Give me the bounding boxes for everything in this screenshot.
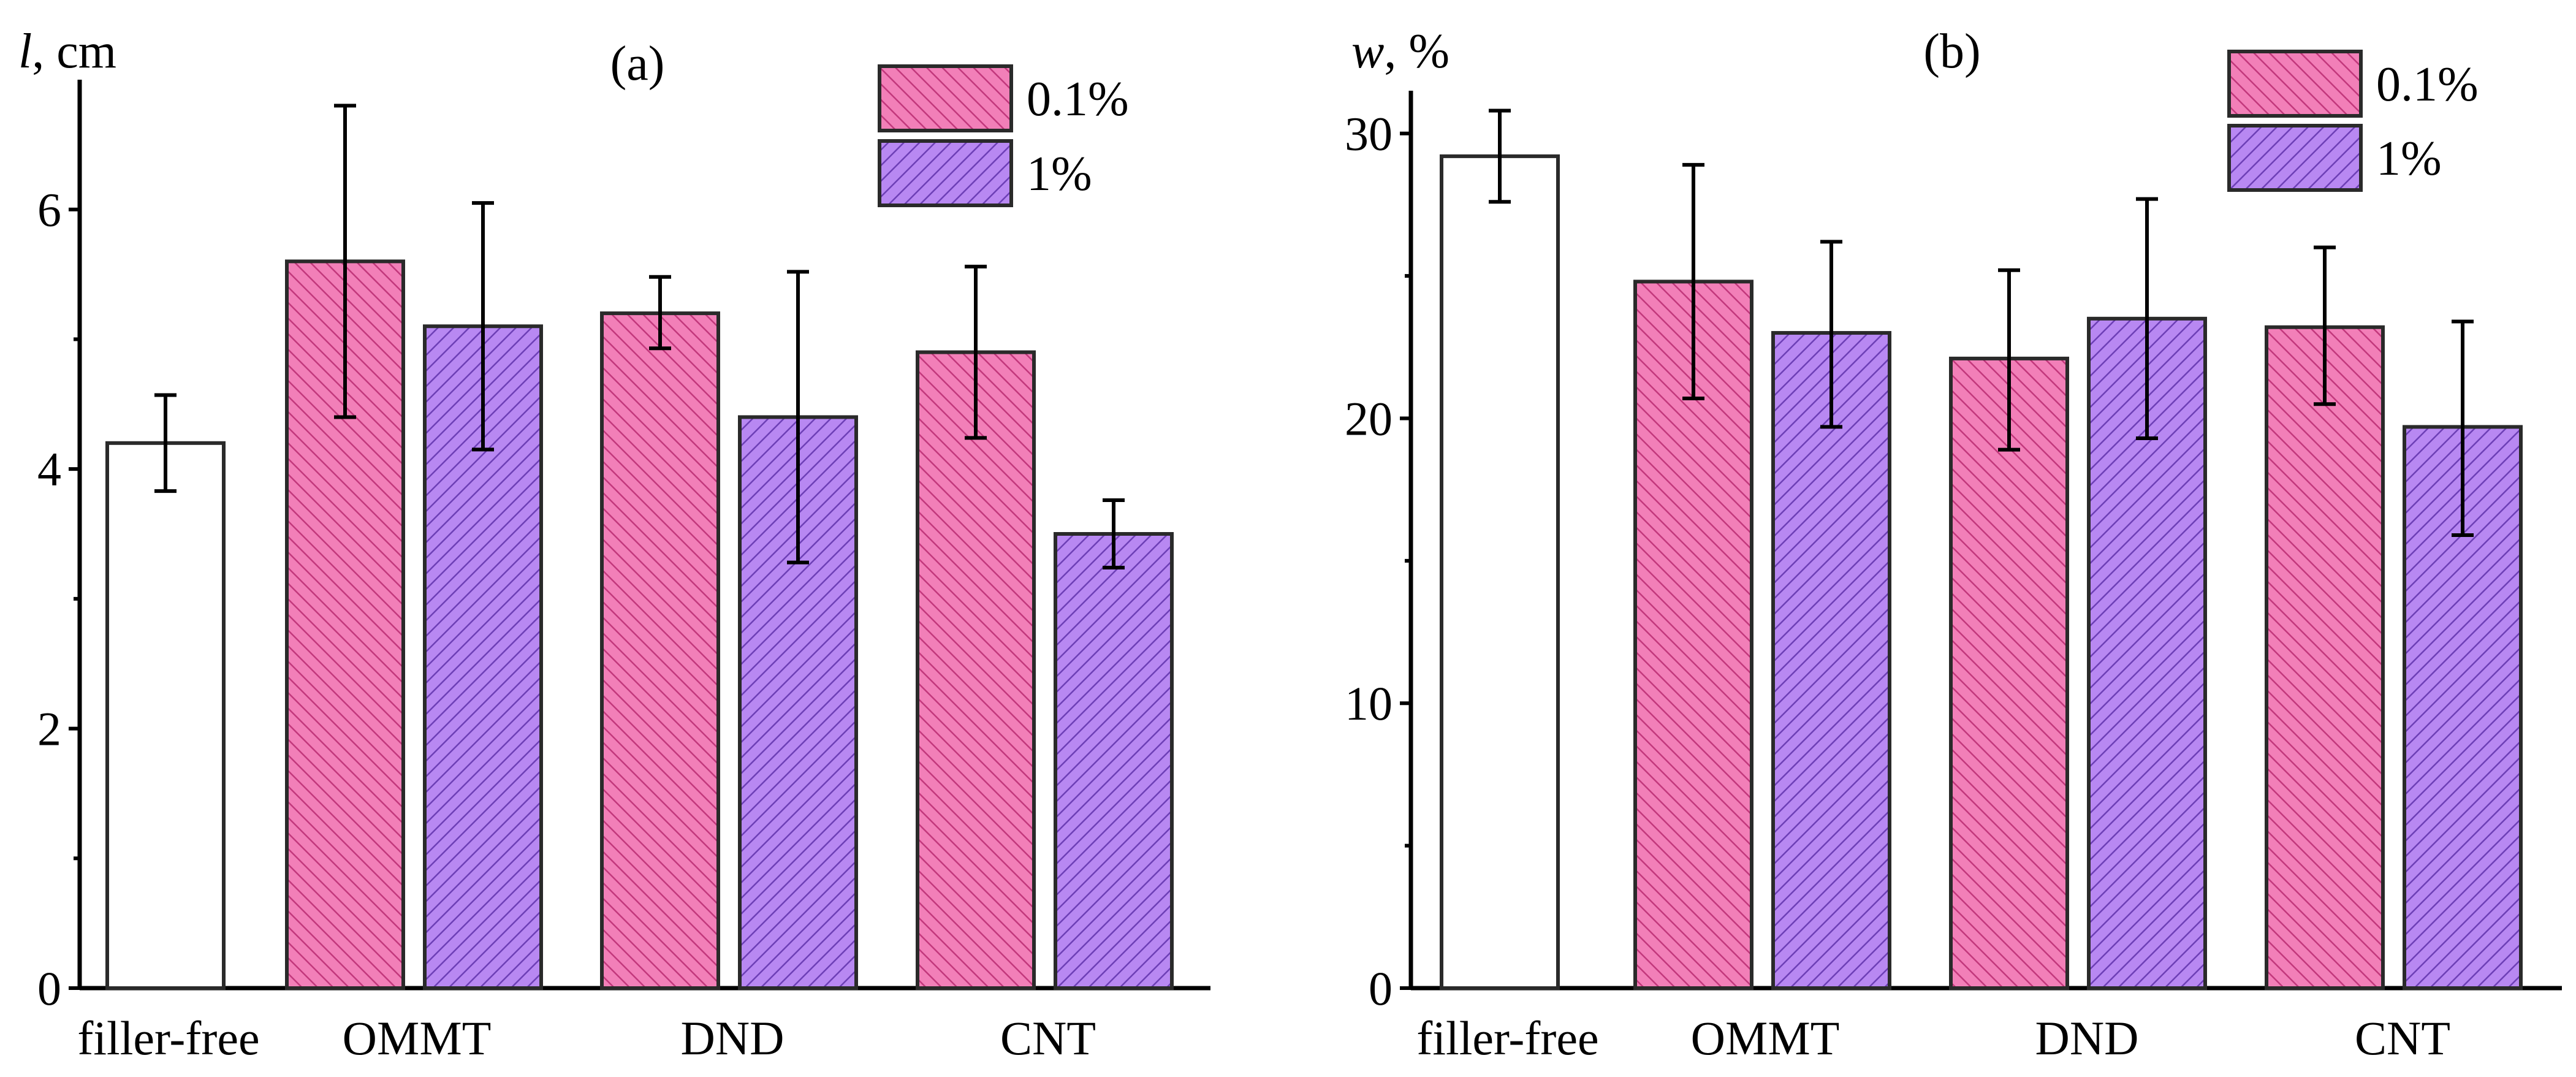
panel-b-legend-swatch <box>2227 124 2363 192</box>
panel-a-y-axis-unit: , cm <box>32 25 116 78</box>
panel-b-category-label: filler-free <box>1416 1011 1598 1065</box>
panel-a-category-label: DND <box>681 1011 785 1065</box>
panel-a-y-tick-label: 0 <box>37 962 61 1015</box>
panel-a-category-label: OMMT <box>343 1011 492 1065</box>
panel-b-legend-label: 0.1% <box>2376 58 2479 112</box>
panel-b-legend-label: 1% <box>2376 132 2442 186</box>
panel-b-category-label: OMMT <box>1691 1011 1840 1065</box>
panel-b-y-axis-unit: , % <box>1384 25 1449 78</box>
panel-b-y-tick-label: 10 <box>1345 677 1392 730</box>
panel-b-bar-OMMT-1% <box>1771 331 1891 990</box>
panel-b-y-tick-label: 20 <box>1345 392 1392 445</box>
panel-a-y-tick-label: 2 <box>37 702 61 756</box>
panel-a-legend-label: 0.1% <box>1027 72 1129 126</box>
panel-a-category-label: filler-free <box>77 1011 259 1065</box>
panel-b-y-tick-label: 30 <box>1345 107 1392 161</box>
panel-a-y-axis-title: l, cm <box>18 25 116 78</box>
panel-a-category-label: CNT <box>1000 1011 1096 1065</box>
panel-a-bar-DND-0.1% <box>600 311 720 991</box>
panel-a-legend-label: 1% <box>1027 147 1092 201</box>
panel-b-y-axis-title: w, % <box>1351 25 1449 78</box>
panel-a-chart: 0 2 4 6 l, cm (a) filler-free OMMT DND CNT 0.1% 1% <box>18 25 1210 1065</box>
panel-b-label: (b) <box>1923 25 1980 78</box>
panel-a-bar-CNT-1% <box>1054 532 1174 990</box>
panel-b-legend-swatch <box>2227 50 2363 118</box>
panel-b-bar-CNT-0.1% <box>2265 325 2385 990</box>
panel-b-bar-filler-free-base <box>1440 154 1560 990</box>
panel-a-y-axis-variable: l <box>18 25 32 78</box>
panel-b-bar-DND-0.1% <box>1949 356 2069 990</box>
panel-a-bar-filler-free-base <box>105 441 226 990</box>
panel-a-y-tick-label: 6 <box>37 183 61 237</box>
panel-a-y-tick-label: 4 <box>37 443 61 496</box>
panel-b-chart: 0 10 20 30 w, % (b) filler-free OMMT DND CNT 0.1% 1… <box>1345 25 2562 1065</box>
panel-a-legend-swatch <box>878 139 1013 207</box>
panel-b-category-label: DND <box>2035 1011 2139 1065</box>
panel-a-bar-CNT-0.1% <box>916 350 1036 990</box>
panel-b-y-tick-label: 0 <box>1369 962 1392 1015</box>
panel-a-legend-swatch <box>878 64 1013 132</box>
panel-b-y-axis-variable: w <box>1351 25 1384 78</box>
panel-a-label: (a) <box>610 37 665 91</box>
panel-b-category-label: CNT <box>2355 1011 2450 1065</box>
